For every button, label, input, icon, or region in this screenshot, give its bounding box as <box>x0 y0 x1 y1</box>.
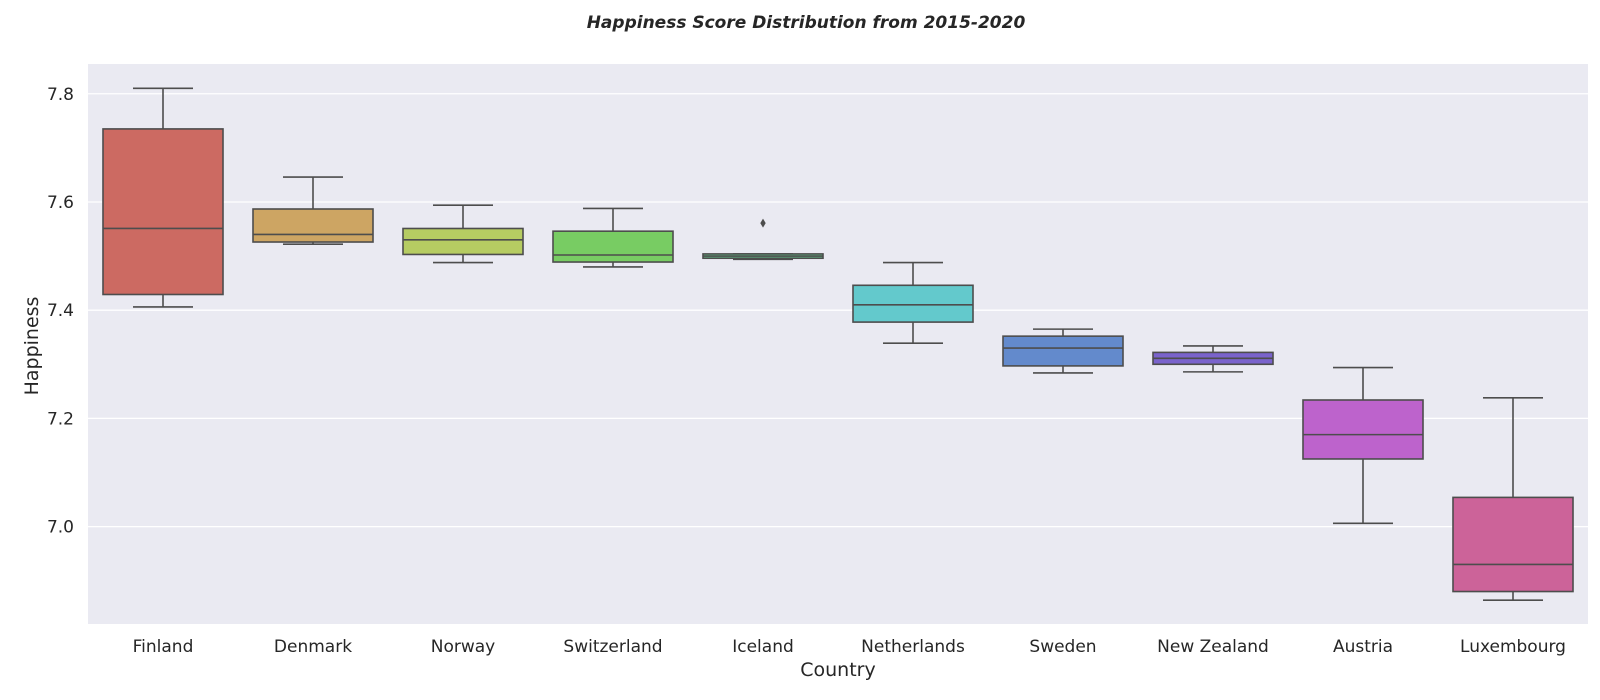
y-tick-labels: 7.0 7.2 7.4 7.6 7.8 <box>47 85 74 538</box>
box-norway <box>402 204 524 264</box>
y-axis-label: Happiness <box>21 297 43 396</box>
x-tick-label: New Zealand <box>1157 637 1269 657</box>
box-new-zealand <box>1152 345 1274 373</box>
box-body <box>852 284 974 323</box>
box-luxembourg <box>1452 397 1574 601</box>
box-body <box>252 208 374 243</box>
y-tick-label: 7.2 <box>47 409 74 429</box>
box-body <box>1302 399 1424 460</box>
box-iceland <box>702 218 824 261</box>
plot-area <box>88 64 1588 624</box>
y-tick-label: 7.0 <box>47 518 74 538</box>
x-tick-label: Iceland <box>732 637 794 657</box>
x-tick-label: Denmark <box>274 637 352 657</box>
x-tick-label: Finland <box>133 637 194 657</box>
x-tick-label: Netherlands <box>861 637 965 657</box>
box-body <box>1002 335 1124 367</box>
box-plots <box>102 87 1574 601</box>
x-tick-label: Sweden <box>1029 637 1096 657</box>
box-body <box>1452 496 1574 593</box>
box-switzerland <box>552 207 674 268</box>
box-denmark <box>252 176 374 245</box>
x-tick-label: Austria <box>1333 637 1393 657</box>
x-axis-label: Country <box>800 659 875 681</box>
box-sweden <box>1002 328 1124 374</box>
chart-title: Happiness Score Distribution from 2015-2… <box>587 13 1026 33</box>
box-netherlands <box>852 261 974 344</box>
x-tick-labels: Finland Denmark Norway Switzerland Iceland Ne… <box>133 637 1566 657</box>
y-tick-label: 7.4 <box>47 301 74 321</box>
box-body <box>552 230 674 263</box>
y-tick-label: 7.8 <box>47 85 74 105</box>
box-austria <box>1302 366 1424 525</box>
y-tick-label: 7.6 <box>47 193 74 213</box>
outlier-point <box>760 218 766 228</box>
x-tick-label: Switzerland <box>563 637 662 657</box>
box-body <box>102 128 224 296</box>
box-body <box>402 227 524 256</box>
x-tick-label: Luxembourg <box>1460 637 1566 657</box>
x-tick-label: Norway <box>431 637 496 657</box>
box-finland <box>102 87 224 308</box>
